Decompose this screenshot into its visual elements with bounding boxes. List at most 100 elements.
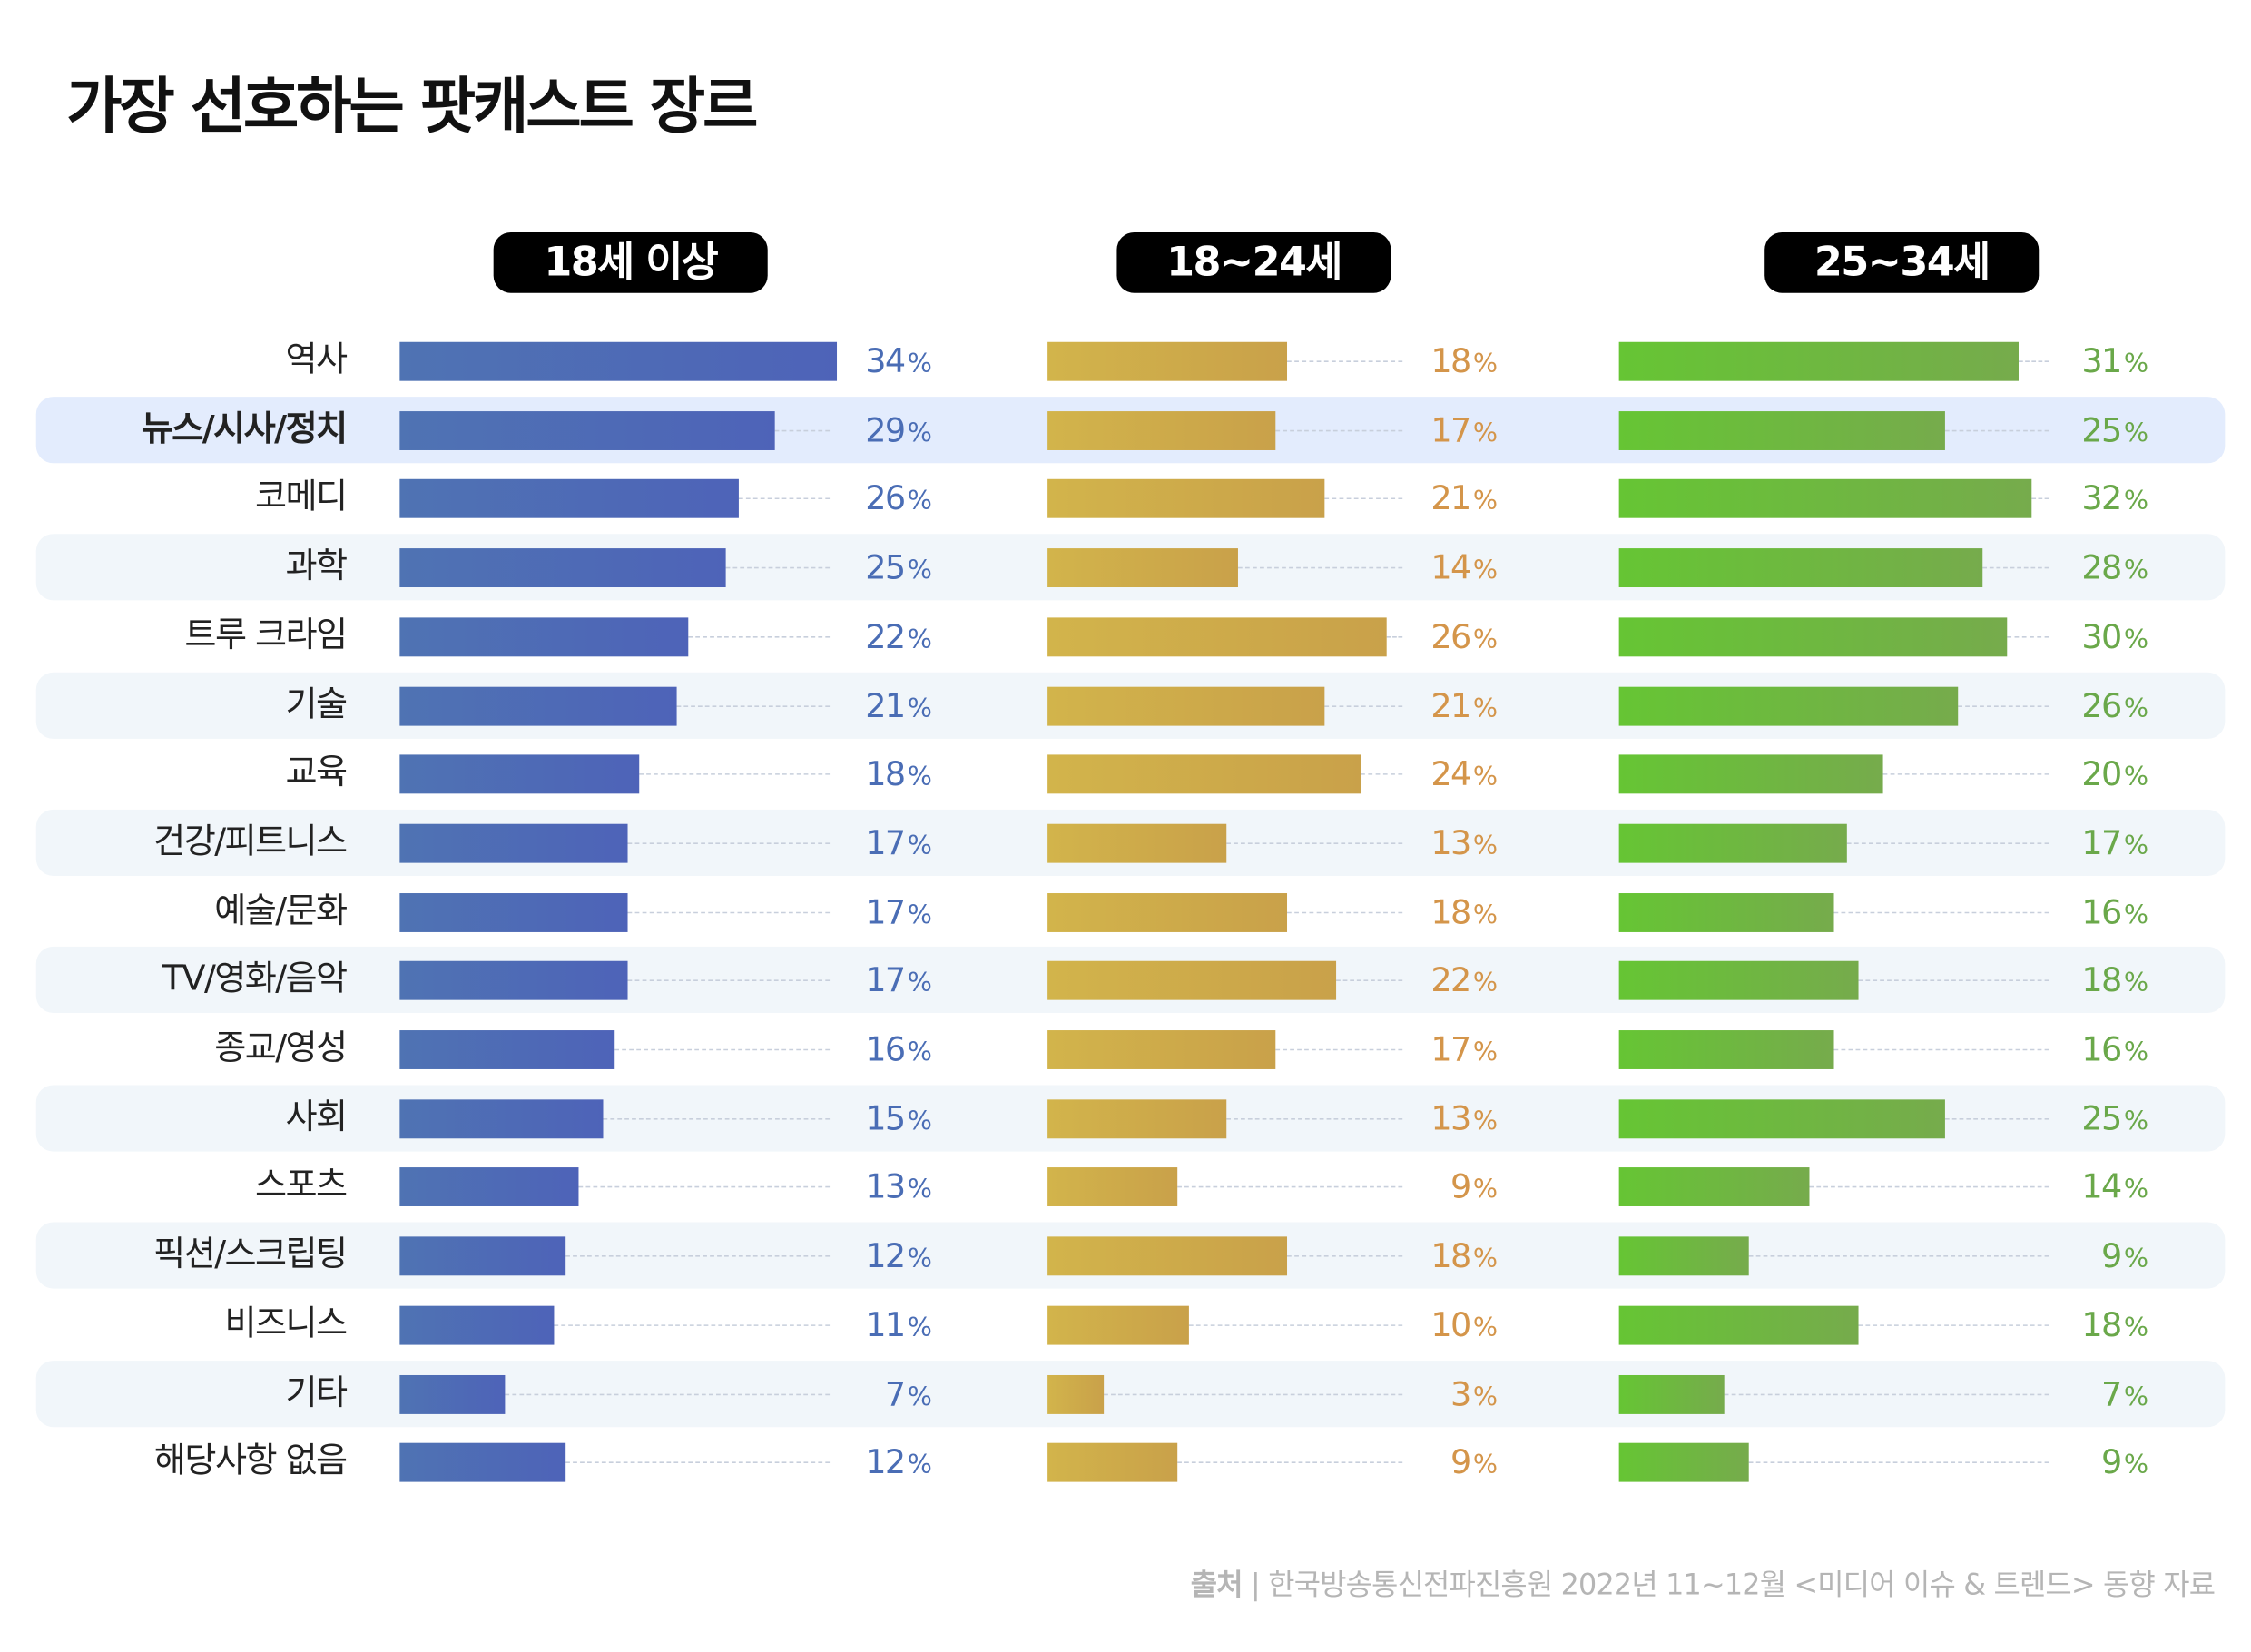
value-label: 21% <box>1381 684 1498 731</box>
category-label: 뉴스/시사/정치 <box>141 408 348 448</box>
value-label: 16% <box>2031 891 2148 938</box>
category-label: 기술 <box>285 683 348 724</box>
value-label: 24% <box>1381 753 1498 800</box>
series-header-25-34: 25~34세 <box>1764 231 2040 293</box>
value-number: 18 <box>1430 1238 1471 1276</box>
value-label: 17% <box>815 891 932 938</box>
value-label: 17% <box>815 960 932 1007</box>
bar <box>1618 961 1860 1001</box>
value-unit: % <box>1472 556 1498 586</box>
bar <box>399 548 726 588</box>
leader-line <box>1944 429 2049 431</box>
bar <box>1047 685 1325 725</box>
value-number: 18 <box>1430 893 1471 932</box>
category-label: 코메디 <box>254 477 348 517</box>
leader-line <box>1238 566 1403 569</box>
leader-line <box>1287 911 1403 913</box>
value-unit: % <box>2123 1037 2148 1068</box>
leader-line <box>1834 911 2049 913</box>
value-label: 18% <box>2031 1304 2148 1351</box>
leader-line <box>1834 1048 2049 1051</box>
value-unit: % <box>1472 1313 1498 1343</box>
leader-line <box>1225 1117 1403 1120</box>
value-number: 17 <box>865 962 906 1001</box>
leader-line <box>1287 360 1403 363</box>
leader-line <box>2030 498 2049 500</box>
bar <box>399 1030 615 1069</box>
bar <box>1618 685 1958 725</box>
bar <box>399 1236 566 1276</box>
bar <box>1047 479 1325 519</box>
value-unit: % <box>1472 1175 1498 1206</box>
source-text: 한국방송통신전파진흥원 2022년 11~12월 <미디어 이슈 & 트렌드> … <box>1268 1567 2216 1602</box>
value-number: 17 <box>1430 412 1471 450</box>
category-label: 스포츠 <box>254 1165 348 1206</box>
bar <box>1047 1442 1177 1482</box>
leader-line <box>688 635 831 638</box>
value-label: 14% <box>2031 1166 2148 1213</box>
category-label: 비즈니스 <box>224 1303 348 1343</box>
leader-line <box>1724 1392 2049 1395</box>
value-label: 25% <box>2031 409 2148 456</box>
leader-line <box>1385 635 1403 638</box>
bar <box>399 341 837 381</box>
value-number: 17 <box>2081 825 2122 863</box>
bar <box>1618 1374 1725 1414</box>
leader-line <box>1176 1461 1403 1464</box>
value-number: 18 <box>865 756 906 794</box>
source-separator: | <box>1251 1567 1261 1602</box>
bar <box>1618 1167 1810 1207</box>
value-label: 21% <box>815 684 932 731</box>
value-unit: % <box>907 556 932 586</box>
category-label: 역사 <box>285 339 348 380</box>
value-label: 9% <box>2031 1235 2148 1282</box>
value-number: 25 <box>2081 412 2122 450</box>
value-number: 9 <box>2101 1444 2122 1482</box>
value-number: 16 <box>2081 893 2122 932</box>
source-note: 출처 | 한국방송통신전파진흥원 2022년 11~12월 <미디어 이슈 & … <box>1190 1561 2216 1603</box>
value-unit: % <box>907 1382 932 1412</box>
bar <box>1618 823 1847 863</box>
leader-line <box>725 566 831 569</box>
leader-line <box>1748 1255 2049 1257</box>
leader-line <box>1981 566 2049 569</box>
value-unit: % <box>1472 831 1498 861</box>
bar <box>399 617 689 656</box>
value-number: 16 <box>865 1031 906 1069</box>
value-label: 18% <box>1381 1235 1498 1282</box>
bar <box>1047 1236 1288 1276</box>
category-label: 과학 <box>285 546 348 586</box>
leader-line <box>738 498 831 500</box>
category-label: 예술/문화 <box>214 890 348 930</box>
leader-line <box>1275 429 1403 431</box>
value-number: 18 <box>1430 343 1471 381</box>
bar <box>399 1305 554 1345</box>
leader-line <box>627 911 831 913</box>
leader-line <box>578 1186 831 1188</box>
value-number: 7 <box>2101 1375 2122 1414</box>
value-unit: % <box>2123 969 2148 999</box>
value-label: 26% <box>1381 615 1498 662</box>
source-label: 출처 <box>1190 1567 1243 1602</box>
value-unit: % <box>2123 349 2148 380</box>
value-label: 9% <box>2031 1441 2148 1488</box>
value-unit: % <box>907 1106 932 1137</box>
bar <box>1618 1030 1835 1069</box>
value-unit: % <box>907 1450 932 1481</box>
value-unit: % <box>1472 762 1498 793</box>
value-number: 26 <box>2081 687 2122 725</box>
value-label: 12% <box>815 1441 932 1488</box>
value-label: 9% <box>1381 1441 1498 1488</box>
value-number: 14 <box>2081 1169 2122 1207</box>
value-unit: % <box>907 1313 932 1343</box>
value-unit: % <box>2123 418 2148 448</box>
leader-line <box>1809 1186 2049 1188</box>
leader-line <box>614 1048 831 1051</box>
category-label: TV/영화/음악 <box>162 959 348 999</box>
category-label: 기타 <box>285 1372 348 1412</box>
value-unit: % <box>1472 1244 1498 1274</box>
value-unit: % <box>2123 1175 2148 1206</box>
value-label: 3% <box>1381 1373 1498 1420</box>
leader-line <box>1859 979 2049 982</box>
